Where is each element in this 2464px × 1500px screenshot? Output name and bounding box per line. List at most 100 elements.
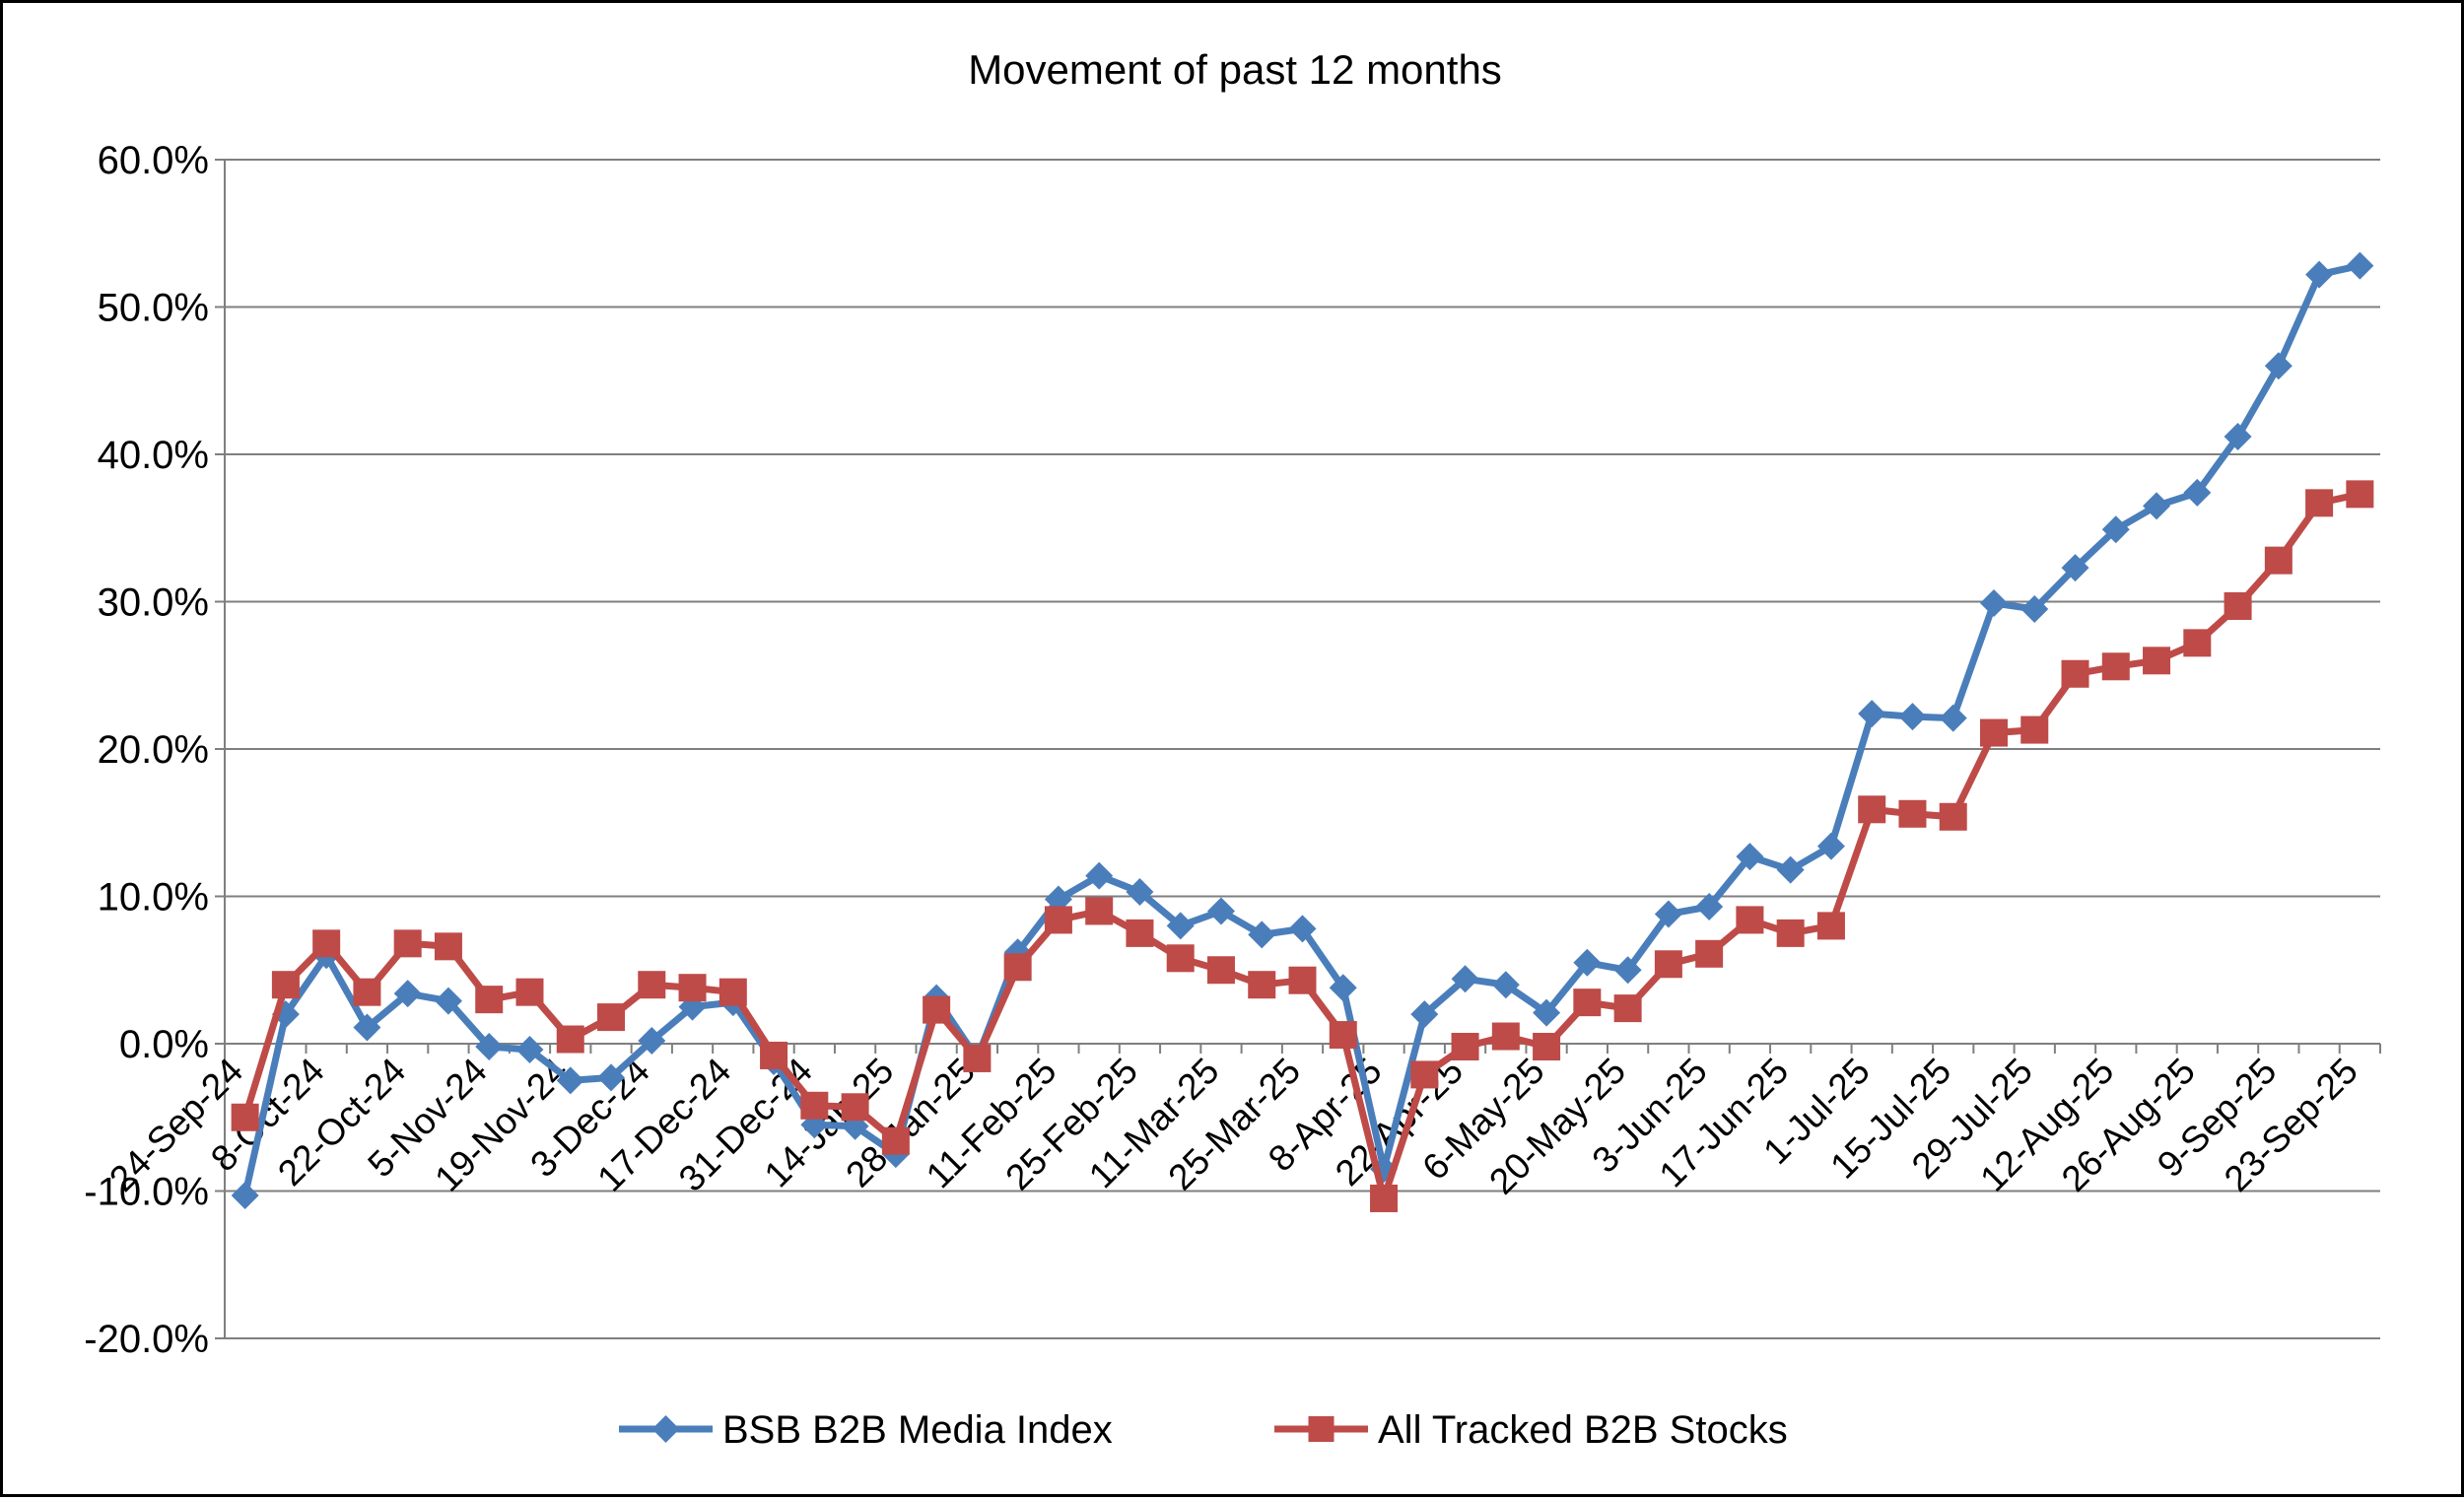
data-point-square[interactable] bbox=[597, 1003, 626, 1032]
data-point-diamond[interactable] bbox=[1736, 843, 1764, 871]
data-point-diamond[interactable] bbox=[1126, 878, 1154, 907]
data-point-diamond[interactable] bbox=[1979, 588, 2008, 617]
data-point-diamond[interactable] bbox=[638, 1027, 666, 1056]
data-point-square[interactable] bbox=[1573, 989, 1602, 1017]
data-point-diamond[interactable] bbox=[1248, 920, 1276, 949]
data-point-diamond[interactable] bbox=[1573, 948, 1602, 977]
data-point-square[interactable] bbox=[2346, 480, 2374, 509]
legend-item-all-tracked[interactable]: All Tracked B2B Stocks bbox=[1274, 1408, 1788, 1452]
y-tick-label: 60.0% bbox=[98, 139, 209, 182]
data-point-square[interactable] bbox=[1206, 956, 1235, 985]
data-point-square[interactable] bbox=[1085, 897, 1114, 925]
data-point-diamond[interactable] bbox=[1206, 897, 1235, 925]
data-point-square[interactable] bbox=[1329, 1021, 1357, 1050]
data-point-square[interactable] bbox=[515, 978, 544, 1006]
data-point-square[interactable] bbox=[1613, 994, 1642, 1023]
data-point-square[interactable] bbox=[638, 971, 666, 999]
data-point-diamond[interactable] bbox=[2346, 251, 2374, 280]
data-point-diamond[interactable] bbox=[353, 1013, 381, 1042]
data-point-square[interactable] bbox=[2224, 591, 2252, 620]
line-chart: Movement of past 12 months -20.0% -10.0% 0… bbox=[84, 46, 2381, 1452]
data-point-square[interactable] bbox=[312, 929, 341, 958]
data-point-square[interactable] bbox=[1166, 944, 1195, 973]
data-point-square[interactable] bbox=[841, 1093, 869, 1122]
data-point-diamond[interactable] bbox=[1288, 915, 1317, 943]
data-point-square[interactable] bbox=[393, 929, 422, 958]
data-point-square[interactable] bbox=[800, 1091, 829, 1120]
data-point-square[interactable] bbox=[271, 971, 300, 999]
data-point-square[interactable] bbox=[1003, 953, 1032, 982]
data-point-square[interactable] bbox=[1939, 802, 1967, 831]
data-point-square[interactable] bbox=[2143, 647, 2171, 675]
data-point-diamond[interactable] bbox=[2224, 423, 2252, 451]
data-point-square[interactable] bbox=[1898, 799, 1927, 828]
data-point-square[interactable] bbox=[2264, 546, 2293, 575]
data-point-diamond[interactable] bbox=[1533, 998, 1561, 1027]
data-point-diamond[interactable] bbox=[1654, 900, 1682, 928]
data-point-square[interactable] bbox=[1288, 966, 1317, 994]
data-point-square[interactable] bbox=[923, 995, 951, 1024]
data-point-diamond[interactable] bbox=[1776, 855, 1805, 884]
data-point-square[interactable] bbox=[1451, 1032, 1479, 1060]
data-point-diamond[interactable] bbox=[597, 1063, 626, 1092]
data-point-square[interactable] bbox=[353, 978, 381, 1006]
data-point-diamond[interactable] bbox=[2264, 352, 2293, 380]
data-point-square[interactable] bbox=[2101, 652, 2130, 681]
data-point-square[interactable] bbox=[1533, 1032, 1561, 1060]
data-point-square[interactable] bbox=[1044, 906, 1072, 934]
data-point-diamond[interactable] bbox=[2143, 492, 2171, 520]
data-point-square[interactable] bbox=[434, 932, 462, 961]
data-point-square[interactable] bbox=[881, 1126, 910, 1155]
data-point-square[interactable] bbox=[2305, 489, 2334, 517]
data-point-square[interactable] bbox=[1491, 1022, 1520, 1051]
data-point-square[interactable] bbox=[1654, 950, 1682, 979]
data-point-square[interactable] bbox=[963, 1044, 992, 1072]
data-point-square[interactable] bbox=[678, 974, 707, 1002]
data-point-diamond[interactable] bbox=[1898, 703, 1927, 731]
data-point-square[interactable] bbox=[1979, 718, 2008, 747]
data-point-diamond[interactable] bbox=[2101, 515, 2130, 544]
data-point-diamond[interactable] bbox=[1613, 956, 1642, 985]
data-point-square[interactable] bbox=[2020, 716, 2049, 744]
data-point-square[interactable] bbox=[1410, 1060, 1439, 1089]
data-point-diamond[interactable] bbox=[1085, 861, 1114, 890]
data-point-square[interactable] bbox=[556, 1025, 584, 1054]
data-point-diamond[interactable] bbox=[1695, 892, 1724, 920]
data-point-diamond[interactable] bbox=[393, 980, 422, 1008]
data-point-square[interactable] bbox=[1370, 1184, 1399, 1212]
data-point-diamond[interactable] bbox=[1858, 700, 1886, 728]
data-point-square[interactable] bbox=[760, 1041, 788, 1069]
data-point-square[interactable] bbox=[1816, 912, 1845, 940]
legend-item-bsb-index[interactable]: BSB B2B Media Index bbox=[619, 1408, 1113, 1452]
data-point-square[interactable] bbox=[231, 1103, 259, 1131]
data-point-diamond[interactable] bbox=[1816, 832, 1845, 860]
data-point-diamond[interactable] bbox=[1939, 704, 1967, 732]
data-point-diamond[interactable] bbox=[231, 1181, 259, 1209]
data-point-diamond[interactable] bbox=[2183, 478, 2212, 507]
data-point-diamond[interactable] bbox=[1166, 912, 1195, 940]
data-point-square[interactable] bbox=[1695, 939, 1724, 968]
data-point-square[interactable] bbox=[2183, 629, 2212, 657]
data-point-square[interactable] bbox=[1248, 971, 1276, 999]
data-point-square[interactable] bbox=[1858, 795, 1886, 824]
data-point-diamond[interactable] bbox=[515, 1035, 544, 1063]
data-point-diamond[interactable] bbox=[1491, 971, 1520, 999]
data-point-square[interactable] bbox=[1776, 919, 1805, 947]
series-layer bbox=[231, 251, 2374, 1212]
data-point-square[interactable] bbox=[1126, 919, 1154, 947]
data-point-diamond[interactable] bbox=[2305, 260, 2334, 289]
data-point-diamond[interactable] bbox=[475, 1032, 504, 1060]
data-point-square[interactable] bbox=[2061, 659, 2089, 688]
data-point-diamond[interactable] bbox=[1451, 965, 1479, 993]
data-point-diamond[interactable] bbox=[1329, 974, 1357, 1002]
data-point-diamond[interactable] bbox=[2020, 594, 2049, 623]
data-point-diamond[interactable] bbox=[434, 987, 462, 1015]
data-point-square[interactable] bbox=[475, 986, 504, 1014]
y-tick-label: 10.0% bbox=[98, 876, 209, 920]
data-point-diamond[interactable] bbox=[556, 1066, 584, 1095]
data-point-diamond[interactable] bbox=[1410, 1000, 1439, 1029]
data-point-diamond[interactable] bbox=[2061, 554, 2089, 582]
data-point-square[interactable] bbox=[719, 978, 747, 1006]
data-point-square[interactable] bbox=[1736, 906, 1764, 934]
